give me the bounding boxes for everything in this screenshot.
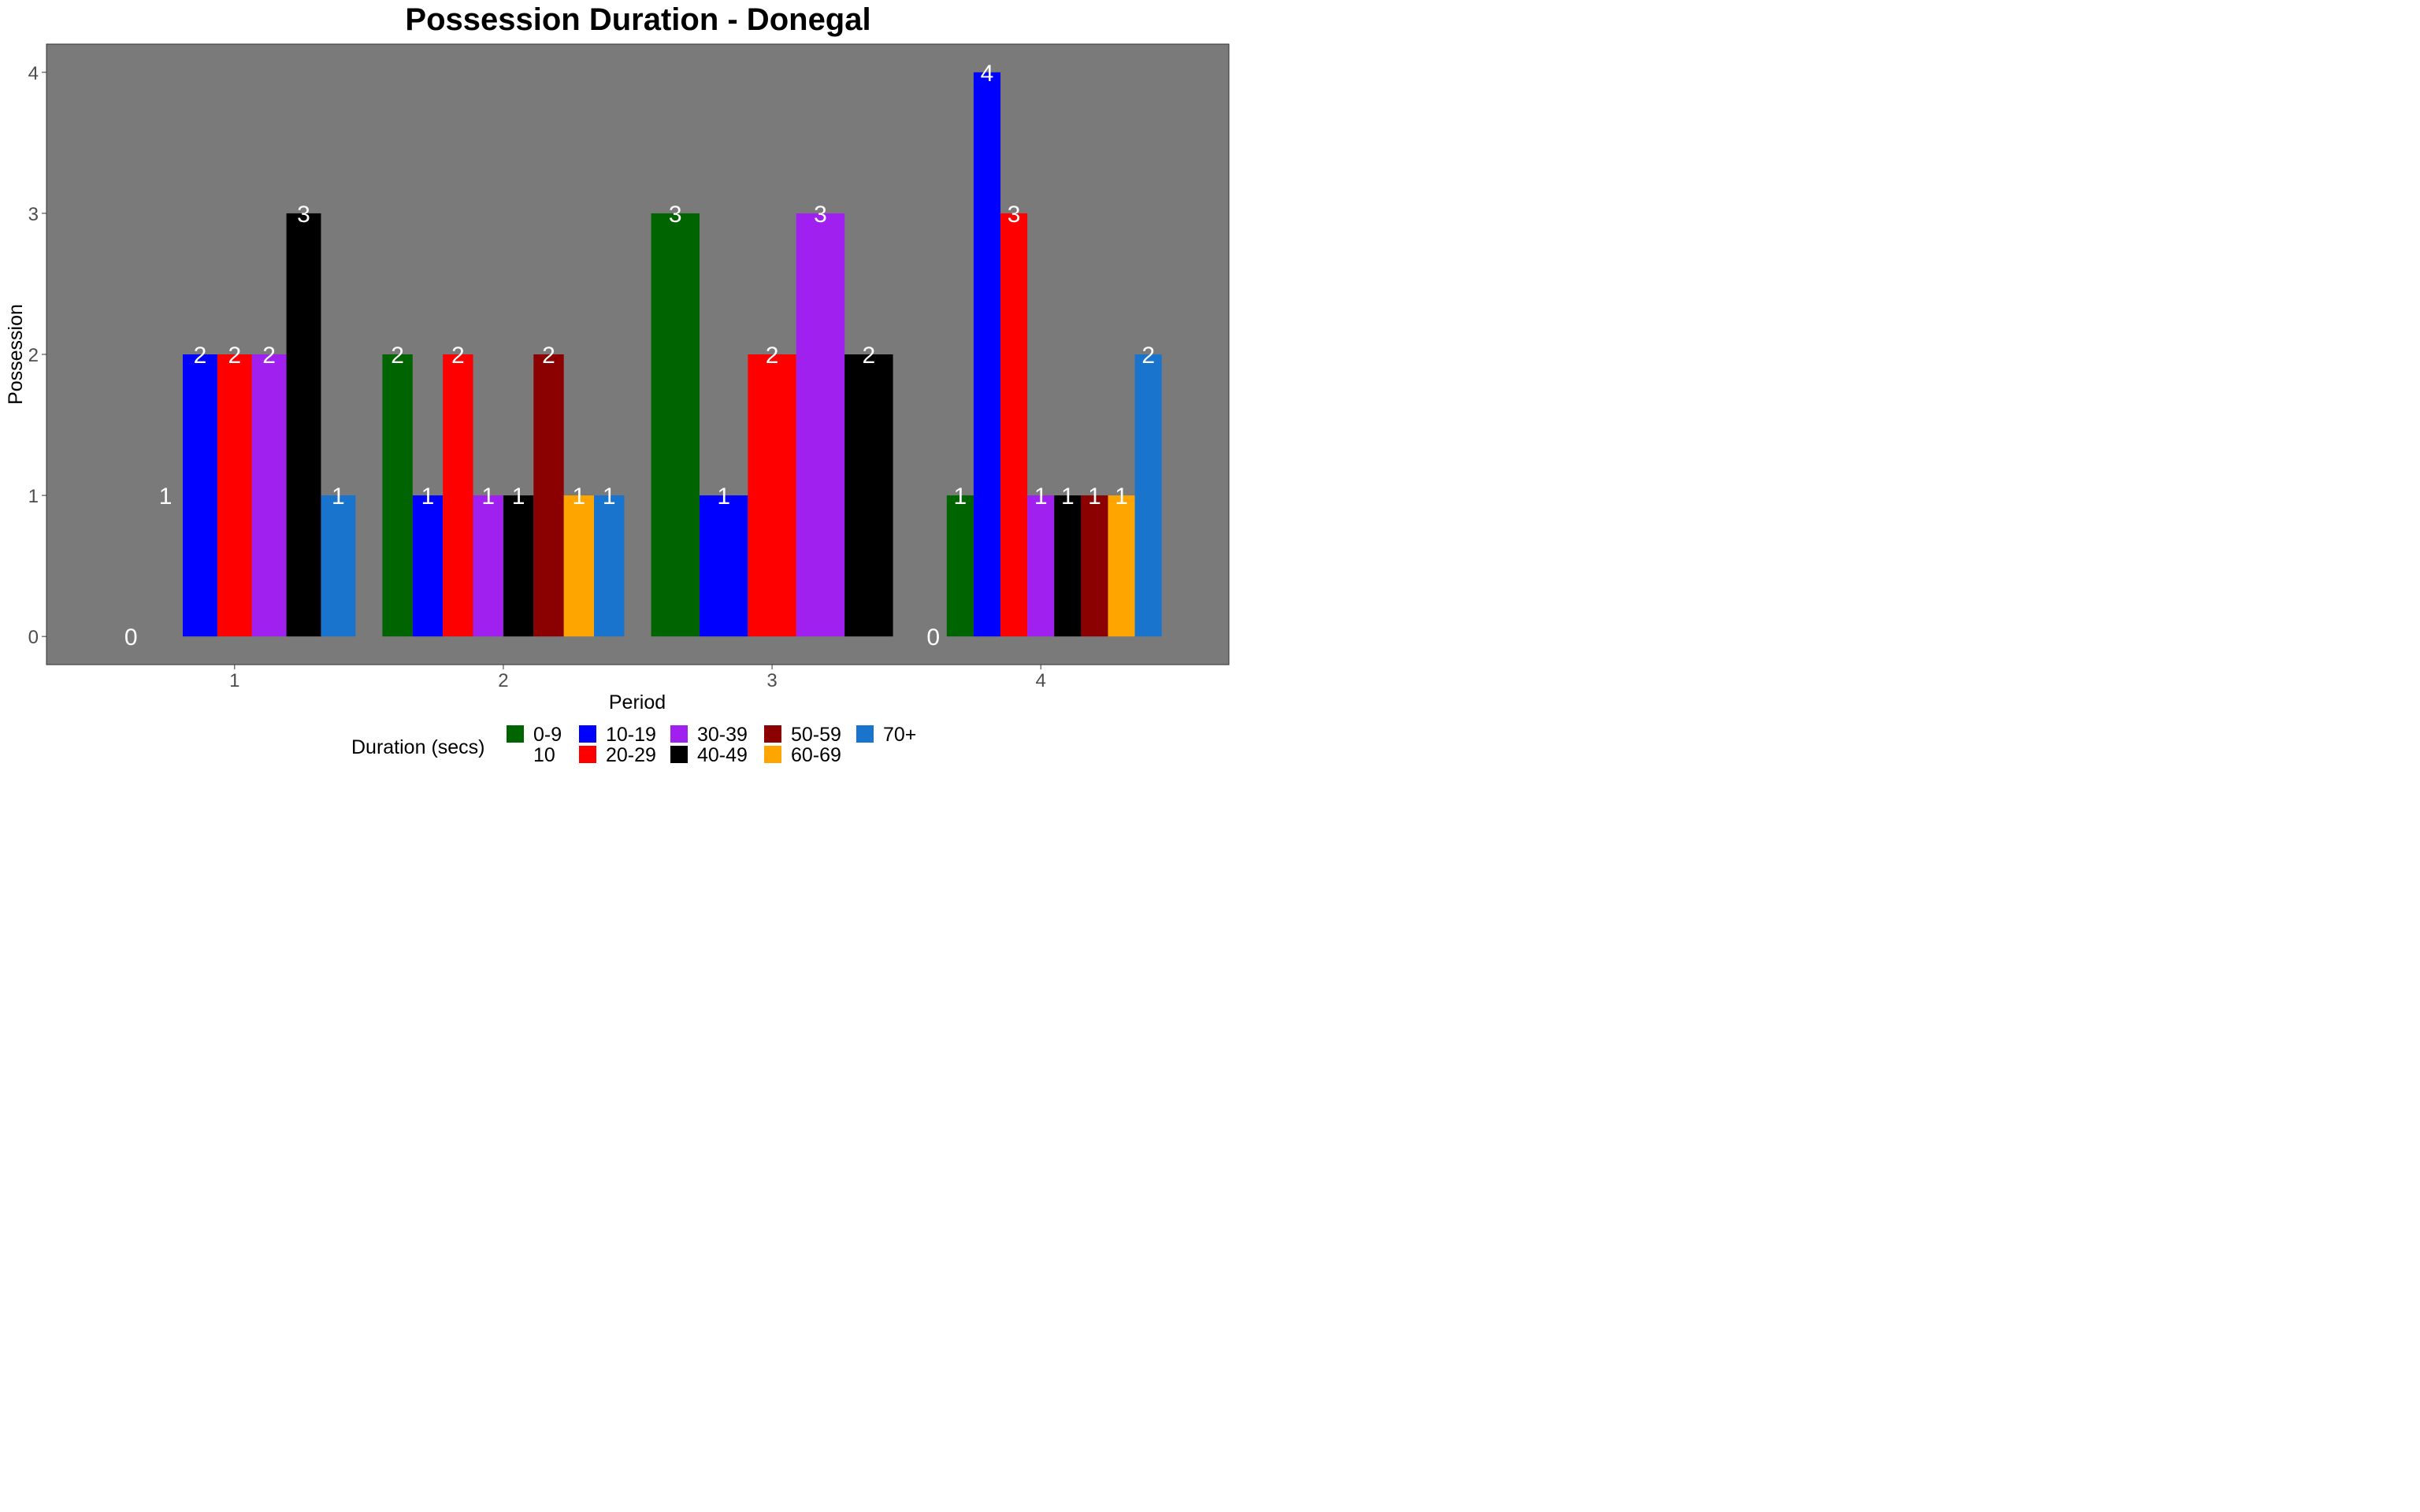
bar-label-period-2-50-59: 2 xyxy=(542,343,555,369)
legend-label-30-39: 30-39 xyxy=(697,724,748,746)
bar-period-2-60-69 xyxy=(563,495,595,637)
bar-label-period-2-70plus: 1 xyxy=(603,484,616,510)
legend-title: Duration (secs) xyxy=(351,736,485,758)
y-tick-label: 0 xyxy=(28,627,39,648)
legend-swatch-30-39 xyxy=(670,725,688,743)
y-tick-label: 4 xyxy=(28,63,39,84)
bar-period-4-40-49 xyxy=(1054,495,1082,637)
legend-label-40-49: 40-49 xyxy=(697,744,748,766)
chart: Possession Duration - Donegal 012 2 231212… xyxy=(5,2,1230,766)
bar-label-period-4-40-49: 1 xyxy=(1061,484,1075,510)
bar-label-period-2-20-29: 2 xyxy=(451,343,465,369)
legend-label-50-59: 50-59 xyxy=(791,724,841,746)
bar-period-4-30-39 xyxy=(1027,495,1055,637)
y-tick-label: 1 xyxy=(28,486,39,507)
bar-period-1-40-49 xyxy=(286,213,321,637)
bar-label-period-2-30-39: 1 xyxy=(481,484,495,510)
bar-label-period-4-50-59: 1 xyxy=(1088,484,1101,510)
bar-period-4-10-19 xyxy=(973,72,1001,637)
bar-label-period-1-20-29: 2 xyxy=(228,343,241,369)
legend-swatch-60-69 xyxy=(764,746,781,763)
bars-layer xyxy=(148,72,1162,637)
legend-swatch-10-19 xyxy=(579,725,596,743)
bar-period-2-30-39 xyxy=(473,495,503,637)
x-tick-label: 1 xyxy=(229,670,239,691)
bar-period-2-20-29 xyxy=(443,354,473,637)
bar-label-period-1-30-39: 2 xyxy=(262,343,276,369)
bar-period-3-0-9 xyxy=(651,213,700,637)
bar-period-1-70plus xyxy=(321,495,356,637)
y-tick-label: 2 xyxy=(28,345,39,366)
bar-label-period-1-10: 1 xyxy=(159,484,173,510)
bar-period-2-10-19 xyxy=(412,495,444,637)
bar-label-period-3-40-49: 2 xyxy=(863,343,876,369)
bar-period-2-40-49 xyxy=(503,495,534,637)
bar-label-period-4-20-29: 3 xyxy=(1008,202,1021,228)
y-tick-label: 3 xyxy=(28,204,39,225)
bar-label-period-4-30-39: 1 xyxy=(1034,484,1048,510)
bar-label-period-2-0-9: 2 xyxy=(391,343,404,369)
legend-label-0-9: 0-9 xyxy=(533,724,562,746)
bar-period-3-30-39 xyxy=(796,213,845,637)
legend-label-60-69: 60-69 xyxy=(791,744,841,766)
bar-label-period-2-10-19: 1 xyxy=(421,484,435,510)
bar-label-period-1-10-19: 2 xyxy=(194,343,207,369)
y-axis-title: Possession xyxy=(5,304,27,405)
bar-label-period-4-60-69: 1 xyxy=(1115,484,1128,510)
bar-period-1-30-39 xyxy=(251,354,287,637)
x-tick-label: 4 xyxy=(1036,670,1046,691)
x-tick-label: 3 xyxy=(766,670,777,691)
x-axis: 1 2 3 4 xyxy=(229,665,1046,691)
bar-label-period-1-0-9: 0 xyxy=(124,624,138,650)
x-axis-title: Period xyxy=(609,691,666,713)
legend-swatch-0-9 xyxy=(507,725,524,743)
bar-period-4-50-59 xyxy=(1081,495,1108,637)
bar-label-period-4-10: 0 xyxy=(926,624,940,650)
bar-label-period-3-30-39: 3 xyxy=(814,202,827,228)
bar-label-period-2-40-49: 1 xyxy=(512,484,525,510)
bar-label-period-1-40-49: 3 xyxy=(297,202,310,228)
legend-label-20-29: 20-29 xyxy=(606,744,656,766)
bar-label-period-3-0-9: 3 xyxy=(669,202,682,228)
x-tick-label: 2 xyxy=(498,670,508,691)
bar-period-4-60-69 xyxy=(1108,495,1135,637)
bar-period-2-70plus xyxy=(594,495,625,637)
legend-label-10: 10 xyxy=(533,744,555,766)
bar-period-3-20-29 xyxy=(748,354,796,637)
chart-title: Possession Duration - Donegal xyxy=(405,2,870,37)
bar-period-1-20-29 xyxy=(217,354,252,637)
legend-swatch-40-49 xyxy=(670,746,688,763)
bar-label-period-4-0-9: 1 xyxy=(954,484,967,510)
bar-period-2-0-9 xyxy=(382,354,413,637)
legend-label-70plus: 70+ xyxy=(883,724,916,746)
bar-label-period-4-10-19: 4 xyxy=(981,61,994,87)
bar-label-period-1-70plus: 1 xyxy=(332,484,345,510)
legend-swatch-50-59 xyxy=(764,725,781,743)
bar-period-3-10-19 xyxy=(699,495,748,637)
bar-label-period-2-60-69: 1 xyxy=(573,484,586,510)
bar-period-4-70plus xyxy=(1134,354,1162,637)
legend-label-10-19: 10-19 xyxy=(606,724,656,746)
legend-swatch-20-29 xyxy=(579,746,596,763)
bar-period-4-0-9 xyxy=(946,495,974,637)
bar-label-period-3-20-29: 2 xyxy=(766,343,779,369)
bar-period-1-10 xyxy=(148,495,184,637)
bar-label-period-3-10-19: 1 xyxy=(717,484,730,510)
bar-period-1-10-19 xyxy=(183,354,217,637)
bar-period-3-40-49 xyxy=(844,354,893,637)
bar-label-period-4-70plus: 2 xyxy=(1141,343,1155,369)
y-axis: 0 1 2 3 4 xyxy=(28,63,46,648)
bar-period-4-20-29 xyxy=(1000,213,1028,637)
legend-swatch-70plus xyxy=(856,725,874,743)
bar-period-2-50-59 xyxy=(533,354,564,637)
